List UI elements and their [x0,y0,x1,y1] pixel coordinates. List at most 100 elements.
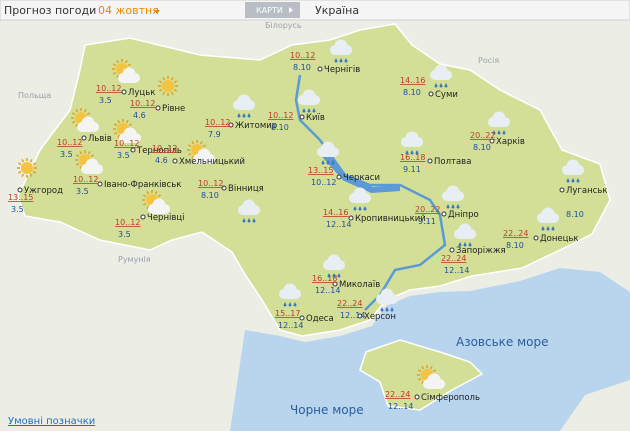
day-temp: 10..12 [290,51,315,60]
day-temp: 10..12 [205,118,230,127]
night-temp: 8.10 [473,143,491,152]
day-temp: 10..12 [57,138,82,147]
sun-ray [32,162,37,166]
city-dot [317,66,323,72]
night-temp: 8.10 [271,123,289,132]
sun-ray [128,123,133,127]
sun-ray [142,194,147,198]
sun-ray [158,80,163,84]
rain-drop [551,226,555,231]
sun-ray [75,108,79,113]
city: Полтава 16..18 9.11 [400,131,471,174]
sun-ray [199,140,203,145]
cloud-part [82,126,94,132]
header-title: Прогноз погоди [4,4,96,17]
rain-drop [293,302,297,307]
city-dot [221,185,227,191]
city: Дніпро 20..22 9.11 [415,185,479,226]
legend-link[interactable]: Умовні позначки [8,415,95,427]
night-temp: 3.5 [118,230,131,239]
cloud-part [284,293,296,299]
sun-ray [157,194,162,198]
sun-ray [113,123,118,127]
rain-drop [353,206,357,211]
night-temp: 8.10 [566,210,584,219]
city-name: Івано-Франківськ [104,180,181,190]
night-temp: 12..14 [444,266,469,275]
rain-drop [451,204,455,209]
rain-drop [439,83,443,88]
country-label: Польща [18,91,51,100]
city-name: Чернівці [147,213,185,223]
city-name: Київ [306,113,325,123]
night-temp: 3.5 [76,187,89,196]
night-temp: 8.10 [403,88,421,97]
sun-ray [125,119,129,124]
rain-drop [358,206,362,211]
city-dot [121,89,127,95]
sun-ray [21,158,25,163]
city-dot [533,235,539,241]
ukraine [17,23,611,337]
city-name: Полтава [434,157,471,167]
cloud-part [354,197,366,203]
sun-ray [187,144,192,148]
night-temp: 8.10 [293,63,311,72]
night-temp: 3.5 [99,96,112,105]
city-name: Сімферополь [421,393,480,403]
sun-ray [79,150,83,155]
rain-drop [331,160,335,165]
day-temp: 14..16 [400,76,425,85]
sun-ray [75,123,79,128]
rain-drop [497,130,501,135]
cloud-part [153,208,165,214]
city: Чернігів 10..12 8.10 [290,39,360,75]
rain-drop [492,130,496,135]
sun-ray [116,74,120,79]
sun-ray [421,365,425,370]
city: Одеса 15..17 12..14 [275,283,334,330]
country-label: Румунія [118,255,151,264]
sun-ray [142,202,147,206]
rain-drop [321,160,325,165]
sun-ray [112,63,117,67]
cloud-part [542,217,554,223]
day-temp: 22..24 [441,254,466,263]
sun-ray [71,120,76,124]
rain-drop [463,242,467,247]
sun-ray [417,377,422,381]
day-temp: 22..24 [503,229,528,238]
date-select[interactable]: 04 жовтня [98,4,159,17]
rain-drop [326,160,330,165]
sun-ray [173,88,178,92]
rain-drop [541,226,545,231]
city: Львів 10..12 3.5 [57,108,112,159]
city-dot [140,214,146,220]
day-temp: 14..16 [323,208,348,217]
sun-ray [113,131,118,135]
tab-label[interactable]: КАРТИ [256,6,283,15]
day-temp: 16..18 [400,153,425,162]
night-temp: 12..14 [388,402,413,411]
city-name: Кропивницький [355,214,426,224]
rain-drop [385,307,389,312]
city-dot [348,215,354,221]
city-name: Львів [88,134,112,144]
night-temp: 4.6 [155,156,168,165]
city-dot [130,147,136,153]
rain-drop [468,242,472,247]
sun-ray [191,155,195,160]
sun-ray [75,162,80,166]
city: Чернівці 10..12 3.5 [115,190,185,239]
tab[interactable] [245,2,300,18]
sun-ray [146,190,150,195]
night-temp: 12..14 [315,286,340,295]
city-name: Рівне [162,104,185,114]
rain-drop [405,150,409,155]
city-dot [428,91,434,97]
city-name: Луганськ [566,186,607,196]
rain-drop [446,204,450,209]
